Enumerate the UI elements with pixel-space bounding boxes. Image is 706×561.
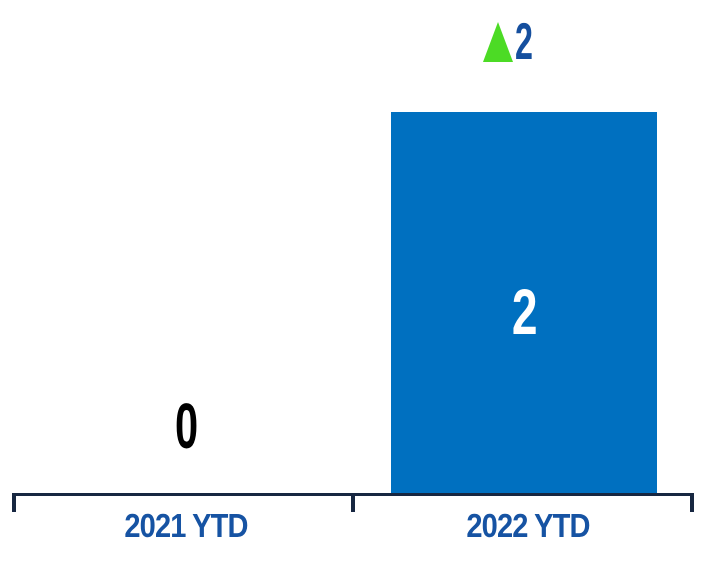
data-label-2022-text: 2 [511,276,538,348]
data-label-2022-ytd: 2 [391,280,657,344]
x-axis-tick-left [12,493,16,512]
change-value-text: 2 [515,13,533,71]
change-annotation: 2 [483,0,543,71]
x-axis-label-2022-ytd: 2022 YTD [358,509,698,542]
data-label-2021-ytd: 0 [16,394,356,458]
x-axis-label-2021-text: 2021 YTD [124,507,248,544]
data-label-2021-text: 0 [174,390,198,462]
x-axis-label-2021-ytd: 2021 YTD [16,509,356,542]
x-axis-label-2022-text: 2022 YTD [466,507,590,544]
bar-2022-ytd: 2 [391,112,657,493]
x-axis-tick-right [690,493,694,512]
x-axis-tick-middle [351,493,355,512]
change-value: 2 [515,13,543,71]
up-triangle-icon [483,22,513,62]
